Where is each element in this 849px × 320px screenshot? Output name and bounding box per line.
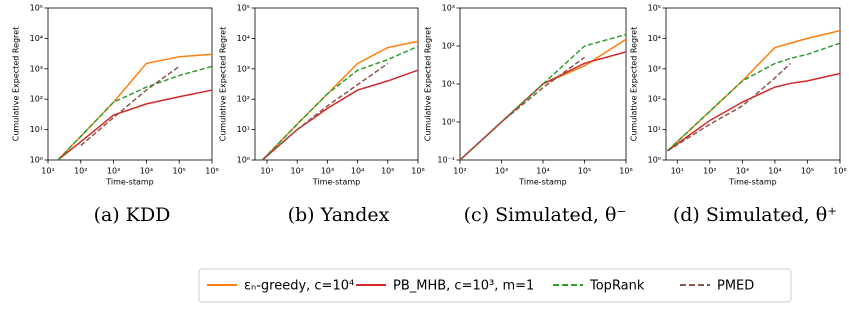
x-tick-label: 10⁶ [205,167,218,176]
x-tick-label: 10⁴ [536,167,549,176]
series-line [80,65,180,147]
legend-label: TopRank [589,279,645,294]
x-tick-label: 10² [74,167,87,176]
x-tick-label: 10¹ [671,167,684,176]
series-line [261,62,389,161]
y-tick-label: 10² [237,95,250,104]
series-line [666,29,841,152]
legend-label: εₙ-greedy, c=10⁴ [244,279,354,294]
x-axis-label: Time-stamp [312,178,361,187]
caption: (a) KDD [94,204,171,226]
x-tick-label: 10⁴ [351,167,364,176]
y-tick-label: 10⁵ [648,4,661,13]
x-tick-label: 10⁶ [833,167,846,176]
x-tick-label: 10⁴ [768,167,781,176]
caption: (d) Simulated, θ⁺ [673,204,837,226]
y-tick-label: 10¹ [237,125,250,134]
y-tick-label: 10⁰ [648,156,661,165]
x-tick-label: 10⁶ [411,167,424,176]
legend-box [198,268,792,303]
series-line [261,45,419,161]
y-tick-label: 10⁵ [237,4,250,13]
y-tick-label: 10⁰ [30,156,43,165]
y-tick-label: 10⁴ [30,34,43,43]
x-tick-label: 10³ [107,167,120,176]
plot-frame [47,7,213,161]
x-tick-label: 10³ [736,167,749,176]
x-tick-label: 10³ [321,167,334,176]
caption: (c) Simulated, θ⁻ [464,204,627,226]
plot-frame [665,7,841,161]
x-axis-label: Time-stamp [728,178,777,187]
series-line [666,42,841,152]
x-tick-label: 10² [291,167,304,176]
y-tick-label: 10³ [648,64,661,73]
y-tick-label: 10² [30,95,43,104]
legend-label: PMED [717,279,754,294]
x-tick-label: 10¹ [260,167,273,176]
caption: (b) Yandex [288,204,390,226]
y-tick-label: 10⁰ [442,118,455,127]
x-tick-label: 10¹ [41,167,54,176]
legend-label: PB_MHB, c=10³, m=1 [393,279,534,294]
x-tick-label: 10⁵ [801,167,814,176]
y-tick-label: 10⁴ [648,34,661,43]
series-line [667,62,791,152]
x-tick-label: 10⁵ [578,167,591,176]
series-line [667,72,841,152]
y-tick-label: 10⁰ [237,156,250,165]
series-line [57,89,213,161]
x-tick-label: 10⁵ [173,167,186,176]
y-axis-label: Cumulative Expected Regret [424,27,433,141]
y-tick-label: 10² [442,42,455,51]
y-tick-label: 10² [648,95,661,104]
x-axis-label: Time-stamp [105,178,154,187]
x-tick-label: 10⁶ [619,167,632,176]
x-tick-label: 10⁵ [381,167,394,176]
y-tick-label: 10¹ [30,125,43,134]
y-tick-label: 10¹ [442,80,455,89]
y-axis-label: Cumulative Expected Regret [219,27,228,141]
y-tick-label: 10³ [237,64,250,73]
y-tick-label: 10³ [442,4,455,13]
series-line [57,65,213,161]
series-line [459,51,627,161]
y-axis-label: Cumulative Expected Regret [12,27,21,141]
series-line [459,33,627,161]
series-line [459,56,585,161]
plot-frame [254,7,419,161]
x-tick-label: 10³ [495,167,508,176]
x-tick-label: 10⁴ [140,167,153,176]
y-tick-label: 10³ [30,64,43,73]
x-tick-label: 10² [703,167,716,176]
y-axis-label: Cumulative Expected Regret [630,27,639,141]
y-tick-label: 10⁵ [30,4,43,13]
y-tick-label: 10⁴ [237,34,250,43]
series-line [459,38,627,161]
x-tick-label: 10² [453,167,466,176]
y-tick-label: 10¹ [648,125,661,134]
y-tick-label: 10⁻¹ [437,156,455,165]
x-axis-label: Time-stamp [518,178,567,187]
